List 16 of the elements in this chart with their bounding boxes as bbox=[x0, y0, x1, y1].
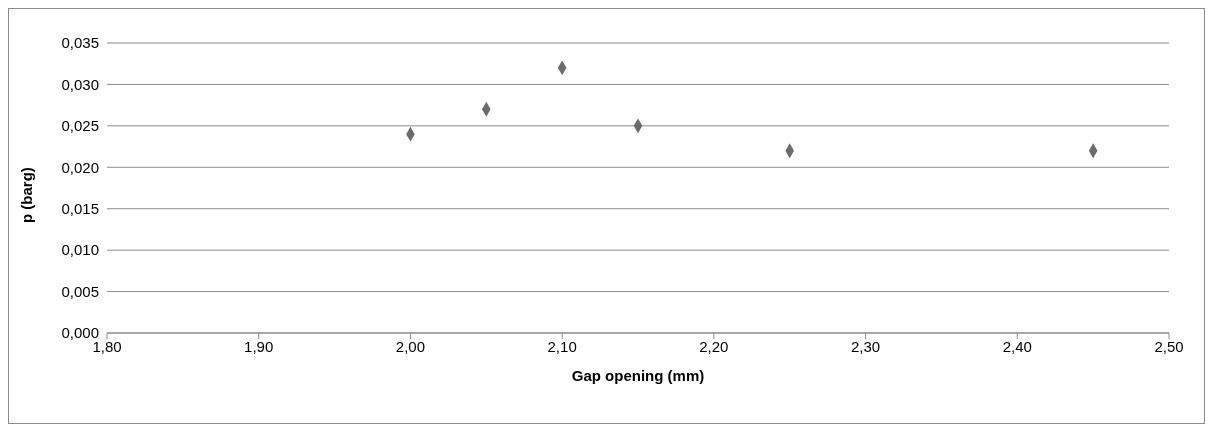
y-axis-title: p (barg) bbox=[18, 167, 36, 223]
y-tick-label: 0,035 bbox=[61, 34, 99, 52]
x-tick-label: 2,10 bbox=[547, 337, 577, 355]
x-tick-label: 2,00 bbox=[395, 337, 426, 355]
y-tick-label: 0,025 bbox=[61, 117, 99, 135]
y-tick-label: 0,020 bbox=[61, 158, 99, 176]
x-tick-label: 1,90 bbox=[244, 337, 274, 355]
x-axis-title: Gap opening (mm) bbox=[571, 367, 705, 384]
y-tick-label: 0,010 bbox=[61, 241, 99, 259]
y-tick-label: 0,030 bbox=[61, 75, 99, 93]
x-tick-label: 2,30 bbox=[850, 337, 881, 355]
x-tick-label: 2,40 bbox=[1002, 337, 1032, 355]
x-tick-label: 2,50 bbox=[1154, 337, 1184, 355]
y-tick-label: 0,005 bbox=[61, 282, 99, 300]
x-tick-label: 2,20 bbox=[699, 337, 729, 355]
y-tick-label: 0,015 bbox=[61, 200, 99, 218]
